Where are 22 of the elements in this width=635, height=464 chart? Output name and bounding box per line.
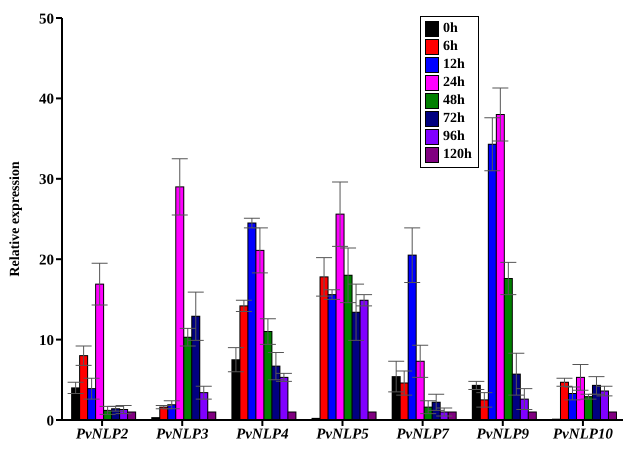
x-tick-label: PvNLP4 [236,426,290,443]
y-tick-label: 10 [39,332,54,349]
x-tick-label: PvNLP3 [156,426,209,443]
x-tick-label: PvNLP2 [76,426,129,443]
y-tick-label: 50 [39,11,54,28]
legend-label: 48h [443,93,465,109]
legend-label: 6h [443,39,458,55]
y-axis-title: Relative expression [8,161,23,277]
legend-label: 72h [443,111,465,127]
y-tick-label: 20 [39,252,54,269]
legend-label: 24h [443,75,465,91]
legend-label: 120h [443,147,472,163]
y-tick-label: 30 [39,172,54,188]
y-tick-label: 0 [46,413,54,430]
x-tick-label: PvNLP10 [552,426,614,443]
legend-label: 96h [443,129,465,145]
x-tick-label: PvNLP5 [316,426,370,443]
x-tick-label: PvNLP9 [476,426,530,443]
legend-label: 0h [443,21,458,37]
y-tick-label: 40 [39,92,54,108]
legend-label: 12h [443,57,465,73]
x-tick-label: PvNLP7 [396,426,450,443]
